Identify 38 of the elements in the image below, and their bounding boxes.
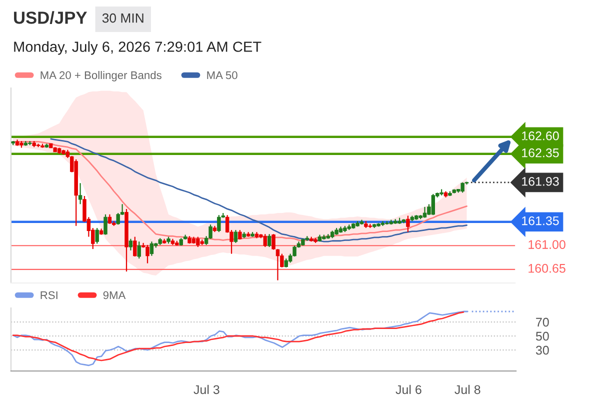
candlestick: [263, 234, 267, 248]
legend-label: MA 50: [207, 71, 238, 80]
candlestick: [460, 182, 464, 194]
candlestick: [150, 241, 154, 256]
chart-subtitle: Monday, July 6, 2026 7:29:01 AM CET: [14, 41, 262, 55]
candlestick: [234, 229, 238, 244]
candlestick: [133, 236, 137, 258]
y-tick-label: 50: [536, 332, 549, 341]
candlestick: [267, 234, 272, 248]
legend-label: MA 20 + Bollinger Bands: [40, 70, 162, 82]
chart-title: USD/JPY: [14, 11, 87, 24]
candlestick: [104, 214, 108, 236]
candlestick: [128, 238, 133, 251]
candlestick: [406, 215, 410, 233]
ref-line-label: 161.00: [528, 240, 566, 249]
candlestick: [146, 244, 150, 264]
legend-label: 9MA: [103, 291, 126, 300]
legend-label: RSI: [40, 291, 58, 300]
x-tick-label: Jul 3: [194, 384, 220, 394]
candlestick: [95, 227, 99, 244]
candlestick: [238, 229, 242, 240]
candlestick: [217, 214, 221, 233]
candlestick: [196, 236, 200, 248]
ref-line-label: 161.93: [522, 176, 559, 186]
x-tick-label: Jul 6: [396, 384, 422, 394]
y-tick-label: 70: [536, 318, 549, 327]
x-tick-label: Jul 8: [454, 384, 480, 394]
candlestick: [431, 193, 436, 216]
text: 30 MIN: [102, 13, 144, 23]
ref-line-label: 162.60: [522, 131, 559, 140]
ref-line-label: 160.65: [528, 264, 566, 273]
candlestick: [137, 241, 141, 260]
candlestick: [422, 206, 427, 218]
candlestick: [78, 182, 82, 205]
ref-line-label: 162.35: [522, 148, 559, 158]
ref-line-label: 161.35: [522, 216, 559, 226]
candlestick: [108, 214, 112, 224]
y-tick-label: 30: [536, 346, 549, 355]
